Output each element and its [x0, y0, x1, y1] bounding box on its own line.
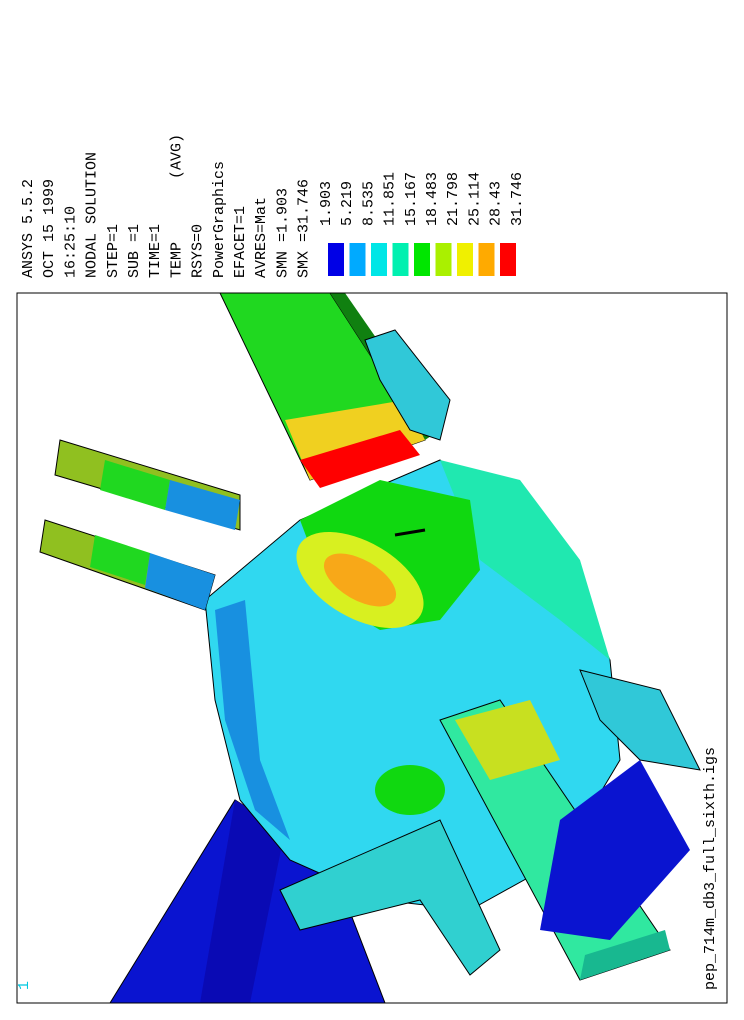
legend-swatch	[414, 243, 430, 276]
header-line: TIME=1	[147, 224, 164, 278]
header-line: EFACET=1	[232, 206, 249, 278]
legend-value: 8.535	[360, 181, 377, 226]
header-line: TEMP (AVG)	[168, 134, 185, 278]
header-line: OCT 15 1999	[41, 179, 58, 278]
header-line: RSYS=0	[190, 224, 207, 278]
legend-value: 25.114	[466, 172, 483, 226]
legend-value: 18.483	[424, 172, 441, 226]
legend-value: 15.167	[403, 172, 420, 226]
header-line: PowerGraphics	[211, 161, 228, 278]
legend-value: 28.43	[488, 181, 505, 226]
header-line: STEP=1	[105, 224, 122, 278]
legend-value: 31.746	[509, 172, 526, 226]
file-name: pep_714m_db3_full_sixth.igs	[702, 747, 719, 990]
legend-value: 21.798	[445, 172, 462, 226]
legend-swatch	[349, 243, 366, 276]
view-frame	[16, 292, 728, 1004]
model-view	[39, 293, 701, 1003]
legend-swatch	[435, 243, 452, 276]
header-line: ANSYS 5.5.2	[20, 179, 37, 278]
header-line: AVRES=Mat	[253, 197, 270, 278]
header-line: SMX =31.746	[296, 179, 313, 278]
header-line: 16:25:10	[62, 206, 79, 278]
legend-swatch	[371, 243, 387, 276]
legend-value: 11.851	[382, 172, 399, 226]
legend-swatch	[392, 243, 409, 276]
legend-swatch	[478, 243, 495, 276]
header-line: NODAL SOLUTION	[84, 152, 101, 278]
legend-swatch	[500, 243, 516, 276]
header-line: SMN =1.903	[274, 188, 291, 278]
legend-swatch	[457, 243, 473, 276]
window-number: 1	[16, 981, 33, 990]
legend-value: 5.219	[339, 181, 356, 226]
legend-swatch	[328, 243, 344, 276]
header-line: SUB =1	[126, 224, 143, 278]
legend-value: 1.903	[318, 181, 335, 226]
